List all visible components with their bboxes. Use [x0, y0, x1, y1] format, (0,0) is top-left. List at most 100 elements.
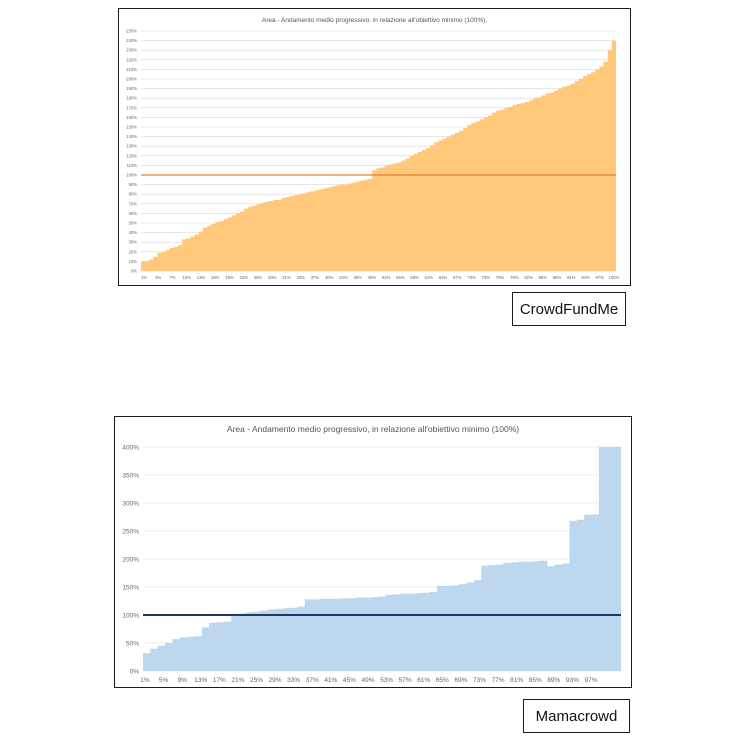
y-tick-label: 160% [126, 115, 137, 120]
mamacrowd-caption: Mamacrowd [523, 699, 630, 733]
x-tick-label: 57% [399, 677, 412, 684]
x-tick-label: 82% [524, 275, 533, 280]
x-tick-label: 13% [194, 677, 207, 684]
x-tick-label: 5% [159, 677, 169, 684]
y-tick-label: 210% [126, 67, 137, 72]
x-tick-label: 58% [410, 275, 419, 280]
x-tick-label: 40% [325, 275, 334, 280]
x-tick-label: 43% [339, 275, 348, 280]
x-tick-label: 4% [155, 275, 161, 280]
x-tick-label: 37% [311, 275, 320, 280]
x-tick-label: 100% [609, 275, 620, 280]
x-tick-label: 25% [254, 275, 263, 280]
x-tick-label: 81% [510, 677, 523, 684]
mamacrowd-area-chart: 0% 50% 100% 150% 200% 250% 300% 350% 400% 1% 5% 9% 1… [122, 444, 621, 684]
y-tick-label: 130% [126, 144, 137, 149]
x-tick-label: 1% [141, 275, 147, 280]
x-tick-label: 97% [584, 677, 597, 684]
x-tick-label: 29% [269, 677, 282, 684]
x-tick-label: 31% [282, 275, 291, 280]
chart-title: Area - Andamento medio progressivo, in r… [226, 424, 520, 434]
x-tick-label: 34% [296, 275, 305, 280]
x-tick-label: 61% [425, 275, 434, 280]
y-tick-label: 250% [126, 28, 137, 33]
y-tick-label: 150% [126, 124, 137, 129]
x-tick-label: 94% [581, 275, 590, 280]
x-tick-label: 19% [225, 275, 234, 280]
x-tick-label: 76% [496, 275, 505, 280]
chart-title: Area - Andamento medio progressivo, in r… [261, 17, 488, 24]
x-tick-label: 77% [492, 677, 505, 684]
y-tick-label: 40% [129, 230, 138, 235]
y-tick-label: 0% [130, 668, 140, 675]
x-tick-label: 49% [361, 677, 374, 684]
x-tick-label: 64% [439, 275, 448, 280]
mamacrowd-chart-frame: Area - Andamento medio progressivo, in r… [114, 416, 632, 688]
x-tick-label: 46% [353, 275, 362, 280]
y-tick-label: 0% [131, 268, 137, 273]
x-tick-label: 53% [380, 677, 393, 684]
x-tick-label: 91% [567, 275, 576, 280]
y-tick-label: 250% [122, 528, 139, 535]
x-tick-label: 13% [197, 275, 206, 280]
y-tick-label: 200% [122, 556, 139, 563]
x-tick-label: 28% [268, 275, 277, 280]
x-tick-label: 93% [566, 677, 579, 684]
x-tick-label: 70% [467, 275, 476, 280]
x-tick-label: 89% [547, 677, 560, 684]
x-tick-label: 69% [454, 677, 467, 684]
y-tick-label: 100% [122, 612, 139, 619]
x-tick-label: 85% [529, 677, 542, 684]
x-tick-label: 17% [213, 677, 226, 684]
x-tick-label: 79% [510, 275, 519, 280]
x-tick-label: 85% [539, 275, 548, 280]
y-tick-label: 10% [129, 259, 138, 264]
y-tick-label: 180% [126, 96, 137, 101]
x-tick-label: 49% [368, 275, 377, 280]
y-tick-label: 50% [126, 640, 139, 647]
y-tick-label: 100% [126, 172, 137, 177]
x-tick-label: 7% [169, 275, 175, 280]
x-tick-label: 9% [177, 677, 187, 684]
x-tick-label: 73% [473, 677, 486, 684]
crowdfundme-area-chart: 0% 10% 20% 30% 40% 50% 60% 70% 80% 90% 100% 110% 120… [126, 28, 620, 280]
x-tick-label: 67% [453, 275, 462, 280]
y-tick-label: 50% [129, 220, 138, 225]
y-tick-label: 230% [126, 48, 137, 53]
x-tick-label: 61% [417, 677, 430, 684]
y-tick-label: 70% [129, 201, 138, 206]
y-tick-label: 30% [129, 240, 138, 245]
y-tick-label: 350% [122, 472, 139, 479]
crowdfundme-caption: CrowdFundMe [512, 292, 626, 326]
y-tick-label: 400% [122, 444, 139, 451]
crowdfundme-chart-frame: Area - Andamento medio progressivo, in r… [118, 8, 631, 286]
y-tick-label: 80% [129, 192, 138, 197]
x-tick-label: 22% [240, 275, 249, 280]
y-tick-label: 190% [126, 86, 137, 91]
x-tick-label: 52% [382, 275, 391, 280]
x-tick-label: 16% [211, 275, 220, 280]
y-tick-label: 60% [129, 211, 138, 216]
x-tick-label: 73% [482, 275, 491, 280]
x-tick-label: 97% [596, 275, 605, 280]
x-tick-label: 33% [287, 677, 300, 684]
x-tick-label: 55% [396, 275, 405, 280]
x-tick-label: 25% [250, 677, 263, 684]
y-tick-label: 220% [126, 57, 137, 62]
x-tick-label: 88% [553, 275, 562, 280]
y-tick-label: 200% [126, 76, 137, 81]
y-tick-label: 110% [127, 163, 138, 168]
x-tick-label: 1% [140, 677, 150, 684]
y-tick-label: 240% [126, 38, 137, 43]
x-tick-label: 37% [306, 677, 319, 684]
y-tick-label: 90% [129, 182, 138, 187]
y-tick-label: 140% [126, 134, 137, 139]
y-tick-label: 170% [126, 105, 137, 110]
x-tick-label: 10% [183, 275, 192, 280]
y-tick-label: 300% [122, 500, 139, 507]
y-tick-label: 150% [122, 584, 139, 591]
x-tick-label: 65% [436, 677, 449, 684]
x-tick-label: 45% [343, 677, 356, 684]
x-tick-label: 41% [324, 677, 337, 684]
y-tick-label: 120% [126, 153, 137, 158]
